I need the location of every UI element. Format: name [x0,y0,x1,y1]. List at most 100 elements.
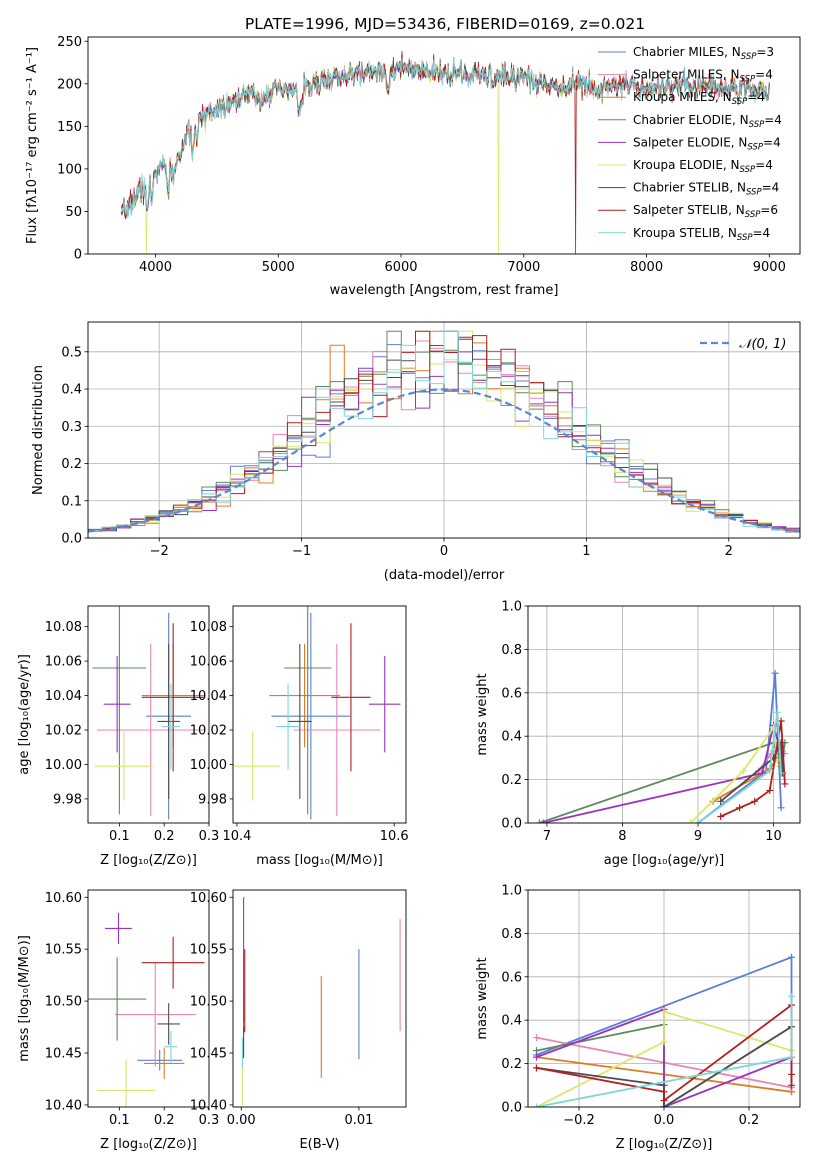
spectrum-xtick-label: 7000 [507,260,540,275]
mass-vs-EBV-ytick-label: 10.55 [190,943,227,958]
weight-line-kroupa-stelib [697,712,782,823]
weight-marker-salpeter-stelib [736,804,744,812]
age-vs-Z-ylabel: age [log₁₀(age/yr)] [17,654,32,775]
residuals-ytick-label: 0.1 [61,494,82,509]
histogram-kroupa-stelib [88,330,800,538]
weight-marker-salpeter-stelib [751,797,759,805]
mass-vs-EBV-xlabel: E(B-V) [299,1137,339,1152]
weight-marker-kroupa-stelib [788,1053,795,1061]
age-vs-Z-panel: 0.1 0.2 0.3 9.98 10.00 10.02 10.04 10.06 10.08 Z … [17,605,220,868]
age-vs-mass-ytick-label: 10.08 [190,620,227,635]
age-vs-Z-ytick-label: 10.00 [45,758,82,773]
mass-weight-vs-age-xtick-label: 10 [765,829,782,844]
weight-marker-salpeter-stelib [533,1064,540,1072]
residuals-ytick-label: 0.3 [61,420,82,435]
spectrum-xtick-label: 9000 [753,260,786,275]
weight-marker-chabrier-miles [771,669,779,677]
mass-vs-Z-ytick-label: 10.60 [45,891,82,906]
mass-weight-vs-age-ytick-label: 0.8 [501,643,522,658]
age-vs-mass-panel: 10.4 10.6 9.98 10.00 10.02 10.04 10.06 10.08 mas… [190,605,409,868]
mass-weight-vs-age-xtick-label: 9 [694,829,702,844]
age-vs-Z-ytick-label: 10.04 [45,689,82,704]
residuals-legend: 𝒩(0, 1) [700,337,786,352]
weight-marker-kroupa-stelib [788,992,795,1000]
mass-vs-Z-ytick-label: 10.40 [45,1098,82,1113]
weight-marker-salpeter-stelib [660,1096,668,1104]
weight-marker-salpeter-stelib [766,786,774,794]
mass-weight-vs-age-frame [527,605,801,824]
age-vs-mass-ytick-label: 10.00 [190,758,227,773]
spectrum-legend: Chabrier MILES, NSSP=3 Salpeter MILES, NS… [598,45,782,243]
age-vs-mass-ytick-label: 10.02 [190,724,227,739]
figure-title: PLATE=1996, MJD=53436, FIBERID=0169, z=0… [245,15,645,33]
weight-marker-salpeter-elodie [539,819,547,823]
spectrum-line-kroupa-stelib [120,57,770,218]
mass-vs-EBV-xtick-label: 0.01 [344,1113,373,1128]
weight-marker-salpeter-stelib [788,1081,795,1089]
weight-marker-chabrier-elodie [533,1047,540,1055]
residuals-panel: −2 −1 0 1 2 0.0 0.1 0.2 0.3 0.4 0.5 (data-model)/er… [31,321,801,583]
weight-marker-salpeter-stelib [660,1088,668,1096]
mass-weight-vs-Z-frame [527,889,801,1108]
spectrum-line-salpeter-stelib [120,52,770,254]
mass-vs-Z-xtick-label: 0.2 [154,1113,175,1128]
normal-curve [88,388,800,533]
age-vs-mass-xlabel: mass [log₁₀(M/M⊙)] [256,853,383,868]
mass-vs-EBV-frame [232,889,407,1108]
age-vs-Z-xtick-label: 0.3 [199,829,220,844]
mass-weight-vs-age-ytick-label: 0.0 [501,817,522,832]
mass-vs-EBV-panel: 0.00 0.01 10.40 10.45 10.50 10.55 10.60 E(B-V) [190,889,407,1152]
weight-marker-kroupa-elodie [660,1038,668,1046]
spectrum-xtick-label: 6000 [384,260,417,275]
weight-line-salpeter-stelib [720,720,786,818]
spectrum-ytick-label: 0 [74,248,82,263]
weight-marker-kroupa-stelib [773,708,781,716]
legend-label: Salpeter STELIB, NSSP=6 [633,203,778,220]
legend-label: Kroupa STELIB, NSSP=4 [633,226,770,243]
age-vs-mass-xtick-label: 10.6 [380,829,409,844]
spectrum-xtick-label: 4000 [139,260,172,275]
residuals-ytick-label: 0.5 [61,345,82,360]
weight-marker-kroupa-elodie [686,819,694,823]
mass-weight-vs-Z-ytick-label: 1.0 [501,884,522,899]
weight-marker-kroupa-stelib [694,819,702,823]
mass-weight-vs-age-ylabel: mass weight [475,673,490,755]
legend-label: Chabrier STELIB, NSSP=4 [633,181,779,198]
weight-marker-chabrier-elodie [535,819,543,823]
weight-marker-chabrier-miles [777,804,785,812]
residuals-ytick-label: 0.4 [61,383,82,398]
weight-marker-kroupa-miles [788,1088,795,1096]
mass-weight-vs-Z-xtick-label: −0.2 [563,1113,595,1128]
residuals-ytick-label: 0.2 [61,457,82,472]
mass-vs-Z-ylabel: mass [log₁₀(M/M⊙)] [17,935,32,1062]
legend-label: Kroupa ELODIE, NSSP=4 [633,158,773,175]
residuals-ylabel: Normed distribution [31,365,46,495]
weight-marker-kroupa-stelib [766,767,774,775]
mass-weight-vs-age-xtick-label: 7 [543,829,551,844]
mass-vs-Z-xtick-label: 0.1 [109,1113,130,1128]
weight-marker-kroupa-stelib [777,769,785,777]
mass-vs-EBV-ytick-label: 10.40 [190,1098,227,1113]
mass-weight-vs-age-ytick-label: 0.6 [501,686,522,701]
spectrum-frame [87,36,801,255]
weight-marker-chabrier-miles [788,953,795,961]
weight-line-kroupa-elodie [689,725,779,823]
mass-weight-vs-Z-xtick-label: 0.2 [739,1113,760,1128]
mass-weight-vs-age-xlabel: age [log₁₀(age/yr)] [604,853,725,868]
residuals-xtick-label: 0 [440,544,448,559]
weight-line-salpeter-elodie [542,725,782,823]
age-vs-Z-xlabel: Z [log₁₀(Z/Z⊙)] [100,853,197,868]
mass-vs-Z-xtick-label: 0.3 [199,1113,220,1128]
residuals-xlabel: (data-model)/error [384,568,505,583]
age-vs-mass-ytick-label: 10.04 [190,689,227,704]
mass-weight-vs-age-ytick-label: 0.4 [501,730,522,745]
legend-label: Salpeter MILES, NSSP=4 [633,68,773,85]
spectrum-ylabel: Flux [fλ10⁻¹⁷ erg cm⁻² s⁻¹ A⁻¹] [25,47,40,244]
mass-weight-vs-Z-xlabel: Z [log₁₀(Z/Z⊙)] [616,1137,713,1152]
legend-label: Salpeter ELODIE, NSSP=4 [633,135,781,152]
mass-weight-vs-age-ytick-label: 1.0 [501,600,522,615]
mass-weight-vs-Z-ytick-label: 0.4 [501,1014,522,1029]
weight-marker-kroupa-elodie [739,767,747,775]
mass-vs-Z-ytick-label: 10.45 [45,1047,82,1062]
